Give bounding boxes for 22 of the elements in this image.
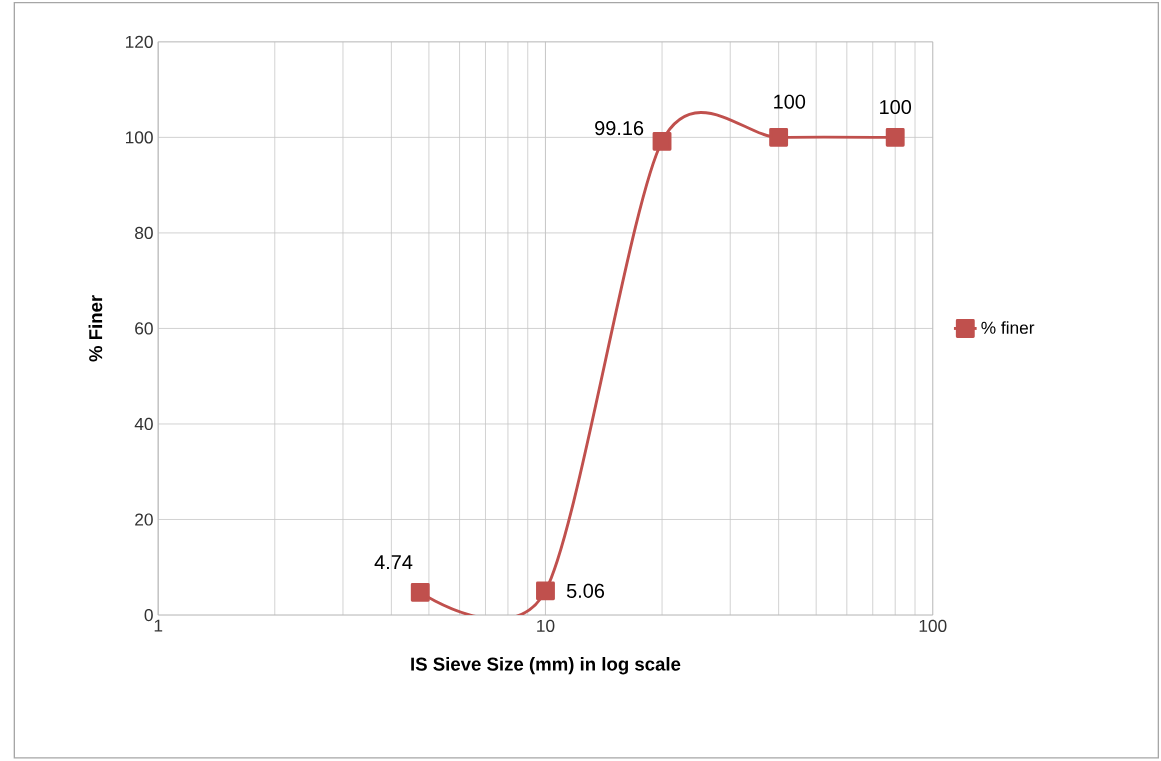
point — [652, 132, 672, 152]
x-tick-label: 1 — [154, 619, 163, 632]
point — [885, 128, 905, 148]
x-tick-label: 100 — [919, 619, 947, 633]
y-tick-label: 20 — [135, 513, 153, 526]
data-label: 5.06 — [566, 584, 605, 599]
y-axis-title: % Finer — [88, 295, 103, 362]
data-label: 99.16 — [595, 121, 644, 136]
point — [536, 581, 555, 601]
y-tick-label: 0 — [144, 609, 153, 622]
x-tick-label: 10 — [537, 619, 555, 633]
data-label: 100 — [880, 100, 912, 115]
point — [769, 128, 789, 148]
y-tick-label: 40 — [134, 418, 153, 431]
y-tick-label: 60 — [135, 322, 153, 335]
x-axis-title: IS Sieve Size (mm) in log scale — [411, 657, 681, 675]
y-tick-label: 120 — [126, 35, 153, 49]
y-tick-label: 100 — [126, 131, 153, 144]
y-tick-label: 80 — [135, 227, 153, 240]
legend-label: % finer — [981, 321, 1035, 335]
data-label: 100 — [774, 94, 806, 109]
data-label: 4.74 — [374, 555, 413, 570]
